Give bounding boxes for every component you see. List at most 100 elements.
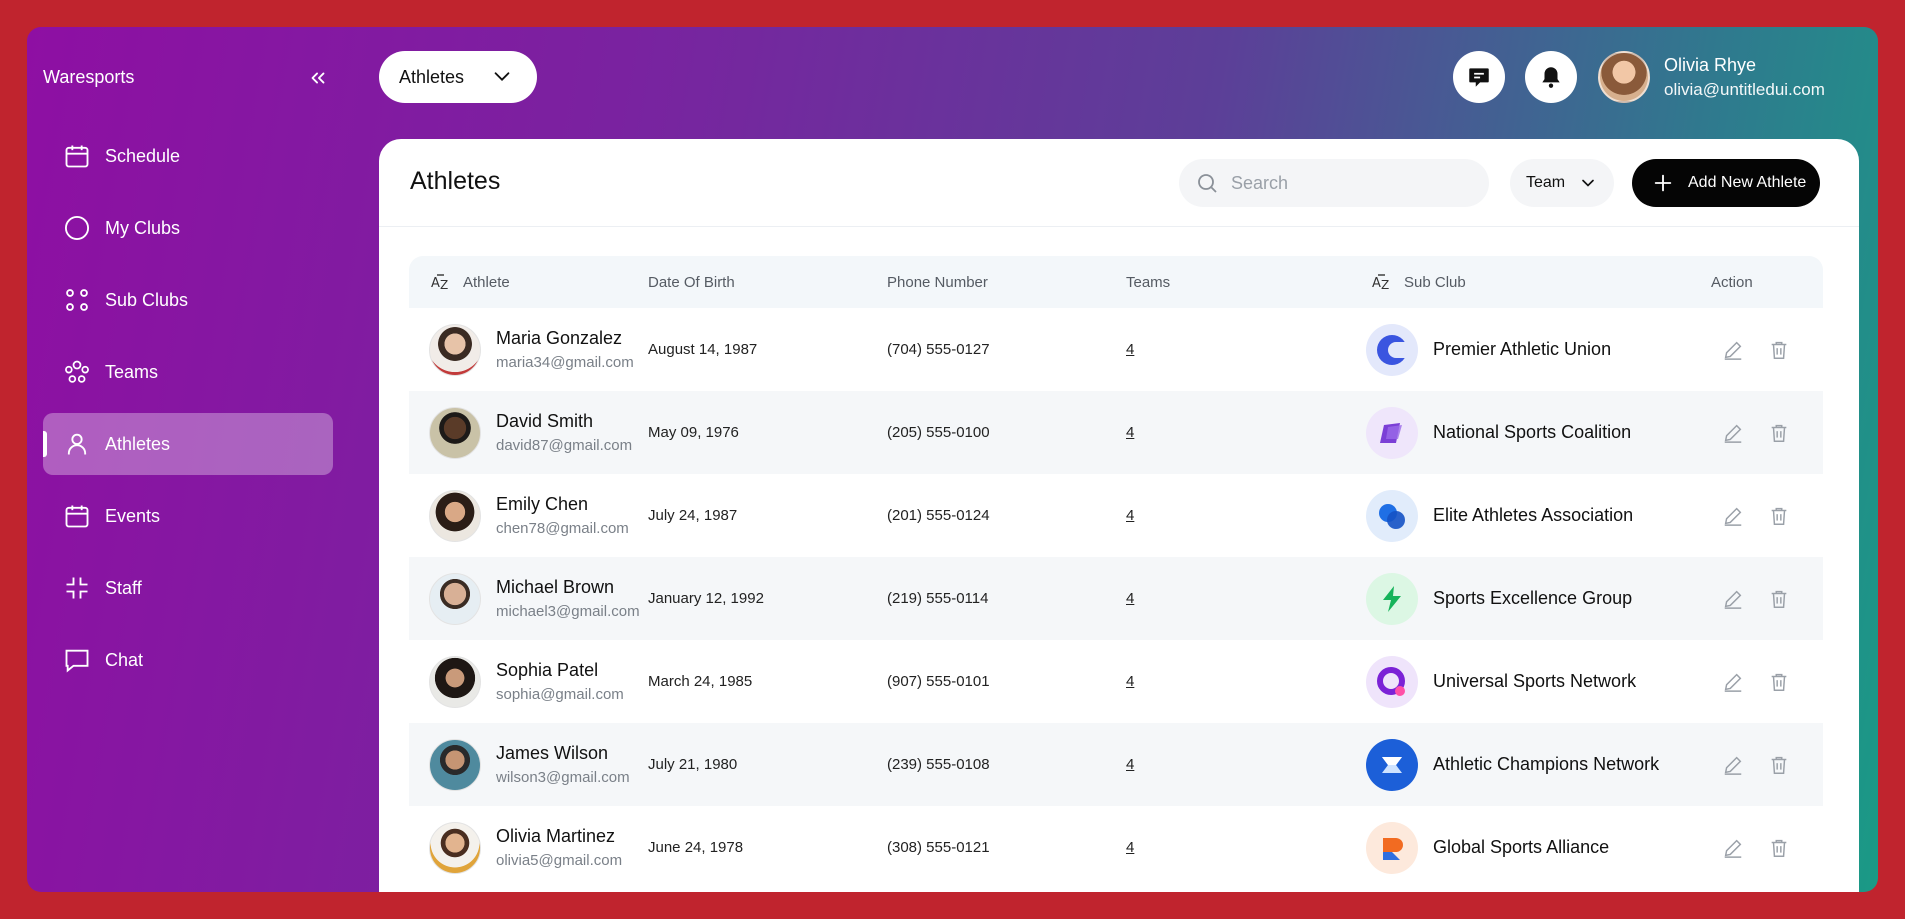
table-row: David Smith david87@gmail.com May 09, 19… <box>409 391 1823 474</box>
athlete-cell: James Wilson wilson3@gmail.com <box>409 738 648 791</box>
team-filter-value: Team <box>1526 174 1566 191</box>
card-header: Athletes Search Team Add New Athlete <box>379 139 1859 227</box>
chat-icon <box>63 646 91 674</box>
trash-icon[interactable] <box>1765 419 1793 447</box>
header-dob: Date Of Birth <box>648 273 735 291</box>
search-input[interactable]: Search <box>1179 159 1489 207</box>
trash-icon[interactable] <box>1765 502 1793 530</box>
avatar <box>429 655 481 708</box>
chevrons-left-icon <box>311 72 325 84</box>
table-row: Emily Chen chen78@gmail.com July 24, 198… <box>409 474 1823 557</box>
brand-name: Waresports <box>43 67 135 87</box>
trash-icon[interactable] <box>1765 668 1793 696</box>
teams-link[interactable]: 4 <box>1126 423 1135 441</box>
messages-button[interactable] <box>1453 51 1505 103</box>
sidebar-item-athletes[interactable]: Athletes <box>43 413 333 475</box>
teams-link[interactable]: 4 <box>1126 589 1135 607</box>
trash-icon[interactable] <box>1765 834 1793 862</box>
sidebar-item-label: My Clubs <box>105 217 181 238</box>
sidebar-item-schedule[interactable]: Schedule <box>43 125 333 187</box>
circle-icon <box>63 214 91 242</box>
header-teams: Teams <box>1126 273 1171 291</box>
message-icon <box>1469 68 1489 87</box>
avatar <box>1598 51 1650 103</box>
club-logo-icon <box>1366 323 1418 376</box>
phone-cell: (219) 555-0114 <box>887 590 989 607</box>
sidebar-item-label: Teams <box>105 361 159 382</box>
sidebar-item-label: Chat <box>105 649 144 670</box>
sidebar-item-label: Schedule <box>105 145 181 166</box>
edit-icon[interactable] <box>1719 502 1747 530</box>
svg-text:Z: Z <box>440 278 448 292</box>
edit-icon[interactable] <box>1719 668 1747 696</box>
club-logo-icon <box>1366 821 1418 874</box>
athlete-cell: Sophia Patel sophia@gmail.com <box>409 655 648 708</box>
sidebar-item-events[interactable]: Events <box>43 485 333 547</box>
dots-grid-icon <box>63 286 91 314</box>
team-filter-dropdown[interactable]: Team <box>1510 159 1614 207</box>
sidebar-item-teams[interactable]: Teams <box>43 341 333 403</box>
phone-cell: (239) 555-0108 <box>887 756 990 773</box>
athlete-name: James Wilson <box>496 743 609 763</box>
sidebar-item-sub-clubs[interactable]: Sub Clubs <box>43 269 333 331</box>
user-info: Olivia Rhye olivia@untitledui.com <box>1664 55 1825 100</box>
athlete-name: Emily Chen <box>496 494 589 514</box>
page-title: Athletes <box>410 167 501 195</box>
edit-icon[interactable] <box>1719 419 1747 447</box>
bell-icon <box>1542 67 1560 88</box>
table-row: Sophia Patel sophia@gmail.com March 24, … <box>409 640 1823 723</box>
user-menu[interactable]: Olivia Rhye olivia@untitledui.com <box>1598 51 1825 103</box>
dob-cell: July 21, 1980 <box>648 756 738 773</box>
sub-club-cell: Universal Sports Network <box>1366 655 1711 708</box>
teams-link[interactable]: 4 <box>1126 340 1135 358</box>
chevron-down-icon <box>1582 179 1594 187</box>
edit-icon[interactable] <box>1719 336 1747 364</box>
view-select-value: Athletes <box>399 66 465 87</box>
edit-icon[interactable] <box>1719 585 1747 613</box>
sub-club-cell: Elite Athletes Association <box>1366 489 1711 542</box>
add-athlete-button[interactable]: Add New Athlete <box>1632 159 1820 207</box>
collapse-sidebar-button[interactable] <box>303 63 333 93</box>
phone-cell: (308) 555-0121 <box>887 839 990 856</box>
sub-club-cell: National Sports Coalition <box>1366 406 1711 459</box>
notifications-button[interactable] <box>1525 51 1577 103</box>
view-select-dropdown[interactable]: Athletes <box>379 51 537 103</box>
athlete-cell: Olivia Martinez olivia5@gmail.com <box>409 821 648 874</box>
sub-club-cell: Athletic Champions Network <box>1366 738 1711 791</box>
trash-icon[interactable] <box>1765 751 1793 779</box>
athlete-email: chen78@gmail.com <box>496 520 629 537</box>
edit-icon[interactable] <box>1719 751 1747 779</box>
sidebar-item-staff[interactable]: Staff <box>43 557 333 619</box>
teams-link[interactable]: 4 <box>1126 755 1135 773</box>
trash-icon[interactable] <box>1765 336 1793 364</box>
teams-link[interactable]: 4 <box>1126 506 1135 524</box>
club-name: National Sports Coalition <box>1433 422 1632 442</box>
teams-link[interactable]: 4 <box>1126 838 1135 856</box>
trash-icon[interactable] <box>1765 585 1793 613</box>
table-row: James Wilson wilson3@gmail.com July 21, … <box>409 723 1823 806</box>
athlete-cell: David Smith david87@gmail.com <box>409 406 648 459</box>
athlete-name: Sophia Patel <box>496 660 599 680</box>
avatar <box>429 738 481 791</box>
athlete-cell: Emily Chen chen78@gmail.com <box>409 489 648 542</box>
sidebar-item-label: Events <box>105 505 161 526</box>
sidebar-item-chat[interactable]: Chat <box>43 629 333 691</box>
edit-icon[interactable] <box>1719 834 1747 862</box>
avatar <box>429 572 481 625</box>
club-logo-icon <box>1366 406 1418 459</box>
teams-link[interactable]: 4 <box>1126 672 1135 690</box>
sidebar-item-label: Staff <box>105 577 142 598</box>
sub-club-cell: Sports Excellence Group <box>1366 572 1711 625</box>
sidebar-item-my-clubs[interactable]: My Clubs <box>43 197 333 259</box>
svg-text:Z: Z <box>1381 278 1389 292</box>
users-group-icon <box>63 358 91 386</box>
add-athlete-label: Add New Athlete <box>1688 174 1807 191</box>
svg-text:A: A <box>1372 276 1381 291</box>
app-frame: Waresports Schedule My Clubs Sub <box>27 27 1878 892</box>
athlete-email: michael3@gmail.com <box>496 603 640 620</box>
